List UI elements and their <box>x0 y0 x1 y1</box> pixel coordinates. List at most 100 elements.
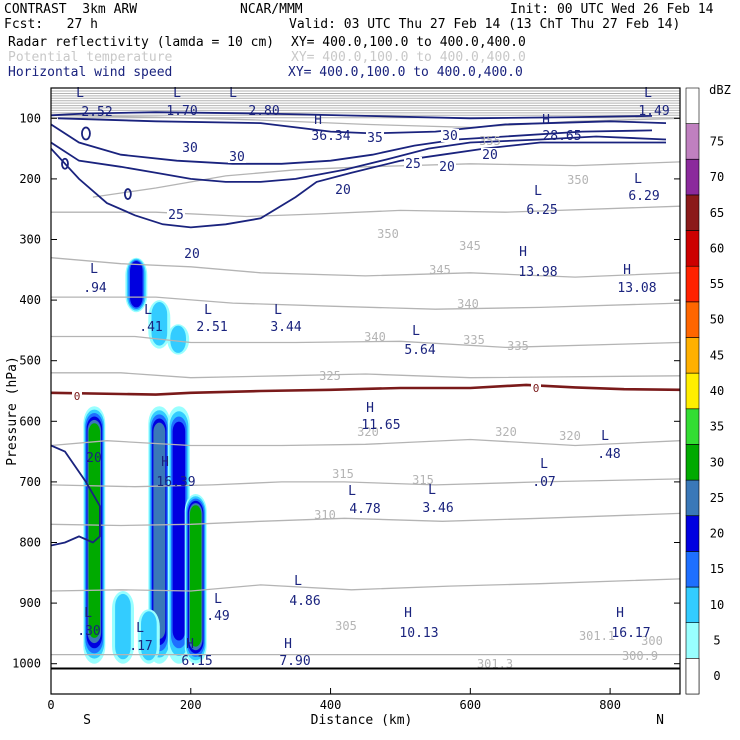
x-tick-label: 0 <box>47 698 54 712</box>
extremum-type-15: H <box>366 401 374 416</box>
colorbar-label-55: 55 <box>710 277 724 291</box>
header-program: CONTRAST 3km ARW <box>4 3 137 17</box>
theta-label-18: 301.1 <box>579 629 615 643</box>
extremum-value-24: .17 <box>129 639 152 654</box>
extremum-type-7: L <box>634 172 642 187</box>
extremum-type-11: L <box>144 303 152 318</box>
header-org: NCAR/MMM <box>240 2 303 17</box>
extremum-type-6: L <box>534 184 542 199</box>
wind-contours <box>51 111 667 547</box>
extremum-value-3: 1.49 <box>638 104 669 119</box>
theta-label-16: 305 <box>335 619 357 633</box>
y-tick-label: 1000 <box>12 657 41 671</box>
theta-label-20: 300 <box>641 634 663 648</box>
colorbar-label-35: 35 <box>710 420 724 434</box>
wind-label-0: 35 <box>367 131 383 146</box>
zero-label-bg-0 <box>72 391 82 402</box>
reflectivity-cell-3-30 <box>88 423 101 638</box>
extremum-value-1: 1.70 <box>166 104 197 119</box>
theta-contour-8 <box>51 478 680 488</box>
plot-border <box>50 87 681 695</box>
extremum-type-19: L <box>348 484 356 499</box>
extremum-value-28: 7.90 <box>279 654 310 669</box>
wind-label-bg-9 <box>183 247 201 260</box>
colorbar-label-75: 75 <box>710 135 724 149</box>
colorbar-label-70: 70 <box>710 170 724 184</box>
y-tick-label: 500 <box>19 354 41 368</box>
extremum-value-6: 6.25 <box>526 203 557 218</box>
header-init: Init: 00 UTC Wed 26 Feb 14 <box>510 2 714 17</box>
x-axis-label: Distance (km) <box>311 713 413 728</box>
header-fcst: Fcst: 27 h <box>4 18 98 32</box>
colorbar-swatch-65 <box>685 194 700 231</box>
reflectivity-cell-1-10 <box>151 302 168 346</box>
y-tick-label: 100 <box>19 111 41 125</box>
extremum-type-5: H <box>542 113 550 128</box>
x-end-label-left: S <box>83 713 91 728</box>
wind-label-5: 25 <box>168 208 184 223</box>
theta-contour-0 <box>51 114 680 129</box>
reflectivity-cell-8-10 <box>141 611 157 661</box>
wind-label-2: 30 <box>442 129 458 144</box>
extremum-value-4: 36.34 <box>311 129 350 144</box>
colorbar-swatch-5 <box>685 622 700 659</box>
colorbar-label-60: 60 <box>710 241 724 255</box>
extremum-type-26: H <box>616 606 624 621</box>
reflectivity-cell-7-10 <box>115 593 131 660</box>
wind-contour-cell-0 <box>81 126 91 141</box>
extremum-value-10: .94 <box>83 281 107 296</box>
wind-label-bg-4 <box>404 157 422 170</box>
wind-label-9: 20 <box>184 247 200 262</box>
colorbar-label-30: 30 <box>710 455 724 469</box>
zero-label-1: 0 <box>533 382 540 395</box>
colorbar-swatch-30 <box>685 444 700 481</box>
theta-label-11: 320 <box>495 425 517 439</box>
theta-label-1: 350 <box>567 173 589 187</box>
extremum-value-27: 6.15 <box>181 654 212 669</box>
field-reflectivity-xy: XY= 400.0,100.0 to 400.0,400.0 <box>291 35 526 50</box>
fcst-label: Fcst: <box>4 17 44 32</box>
wind-contour-2 <box>51 123 653 165</box>
theta-label-14: 315 <box>412 473 434 487</box>
extremum-value-13: 3.44 <box>270 320 301 335</box>
colorbar-swatch-60 <box>685 230 700 267</box>
extremum-value-25: 10.13 <box>399 626 438 641</box>
fcst-value: 27 h <box>66 17 98 32</box>
wind-label-bg-8 <box>334 183 352 196</box>
theta-label-15: 310 <box>314 508 336 522</box>
extremum-type-27: H <box>186 637 194 652</box>
wind-contour-cell-2 <box>61 157 69 170</box>
extremum-type-0: L <box>76 86 84 101</box>
wind-label-bg-1 <box>181 141 199 154</box>
misc-label-0: 20 <box>86 451 102 466</box>
extremum-value-11: .41 <box>139 320 162 335</box>
extremum-type-2: L <box>229 86 237 101</box>
extremum-value-5: 28.65 <box>542 129 581 144</box>
extremum-type-21: L <box>214 592 222 607</box>
extremum-type-10: L <box>90 262 98 277</box>
extremum-type-17: H <box>161 455 169 470</box>
theta-label-3: 345 <box>459 239 481 253</box>
wind-label-3: 30 <box>229 150 245 165</box>
theta-label-0: 355 <box>479 134 501 148</box>
colorbar-swatch-35 <box>685 408 700 445</box>
wind-label-bg-2 <box>441 129 459 142</box>
extremum-type-24: L <box>136 621 144 636</box>
y-tick-label: 400 <box>19 293 41 307</box>
y-tick-label: 200 <box>19 172 41 186</box>
colorbar-swatch-55 <box>685 265 700 303</box>
field-theta-xy: XY= 400.0,100.0 to 400.0,400.0 <box>291 50 526 65</box>
extremum-type-25: H <box>404 606 412 621</box>
wind-label-bg-7 <box>481 148 499 161</box>
x-tick-label: 800 <box>599 698 621 712</box>
wind-contour-3 <box>51 135 667 183</box>
colorbar-swatch-45 <box>685 337 700 374</box>
x-tick-label: 400 <box>320 698 342 712</box>
colorbar-label-20: 20 <box>710 527 724 541</box>
wind-label-8: 20 <box>335 183 351 198</box>
theta-contour-7 <box>51 438 680 447</box>
y-tick-label: 600 <box>19 414 41 428</box>
colorbar-swatch-15 <box>685 551 700 588</box>
